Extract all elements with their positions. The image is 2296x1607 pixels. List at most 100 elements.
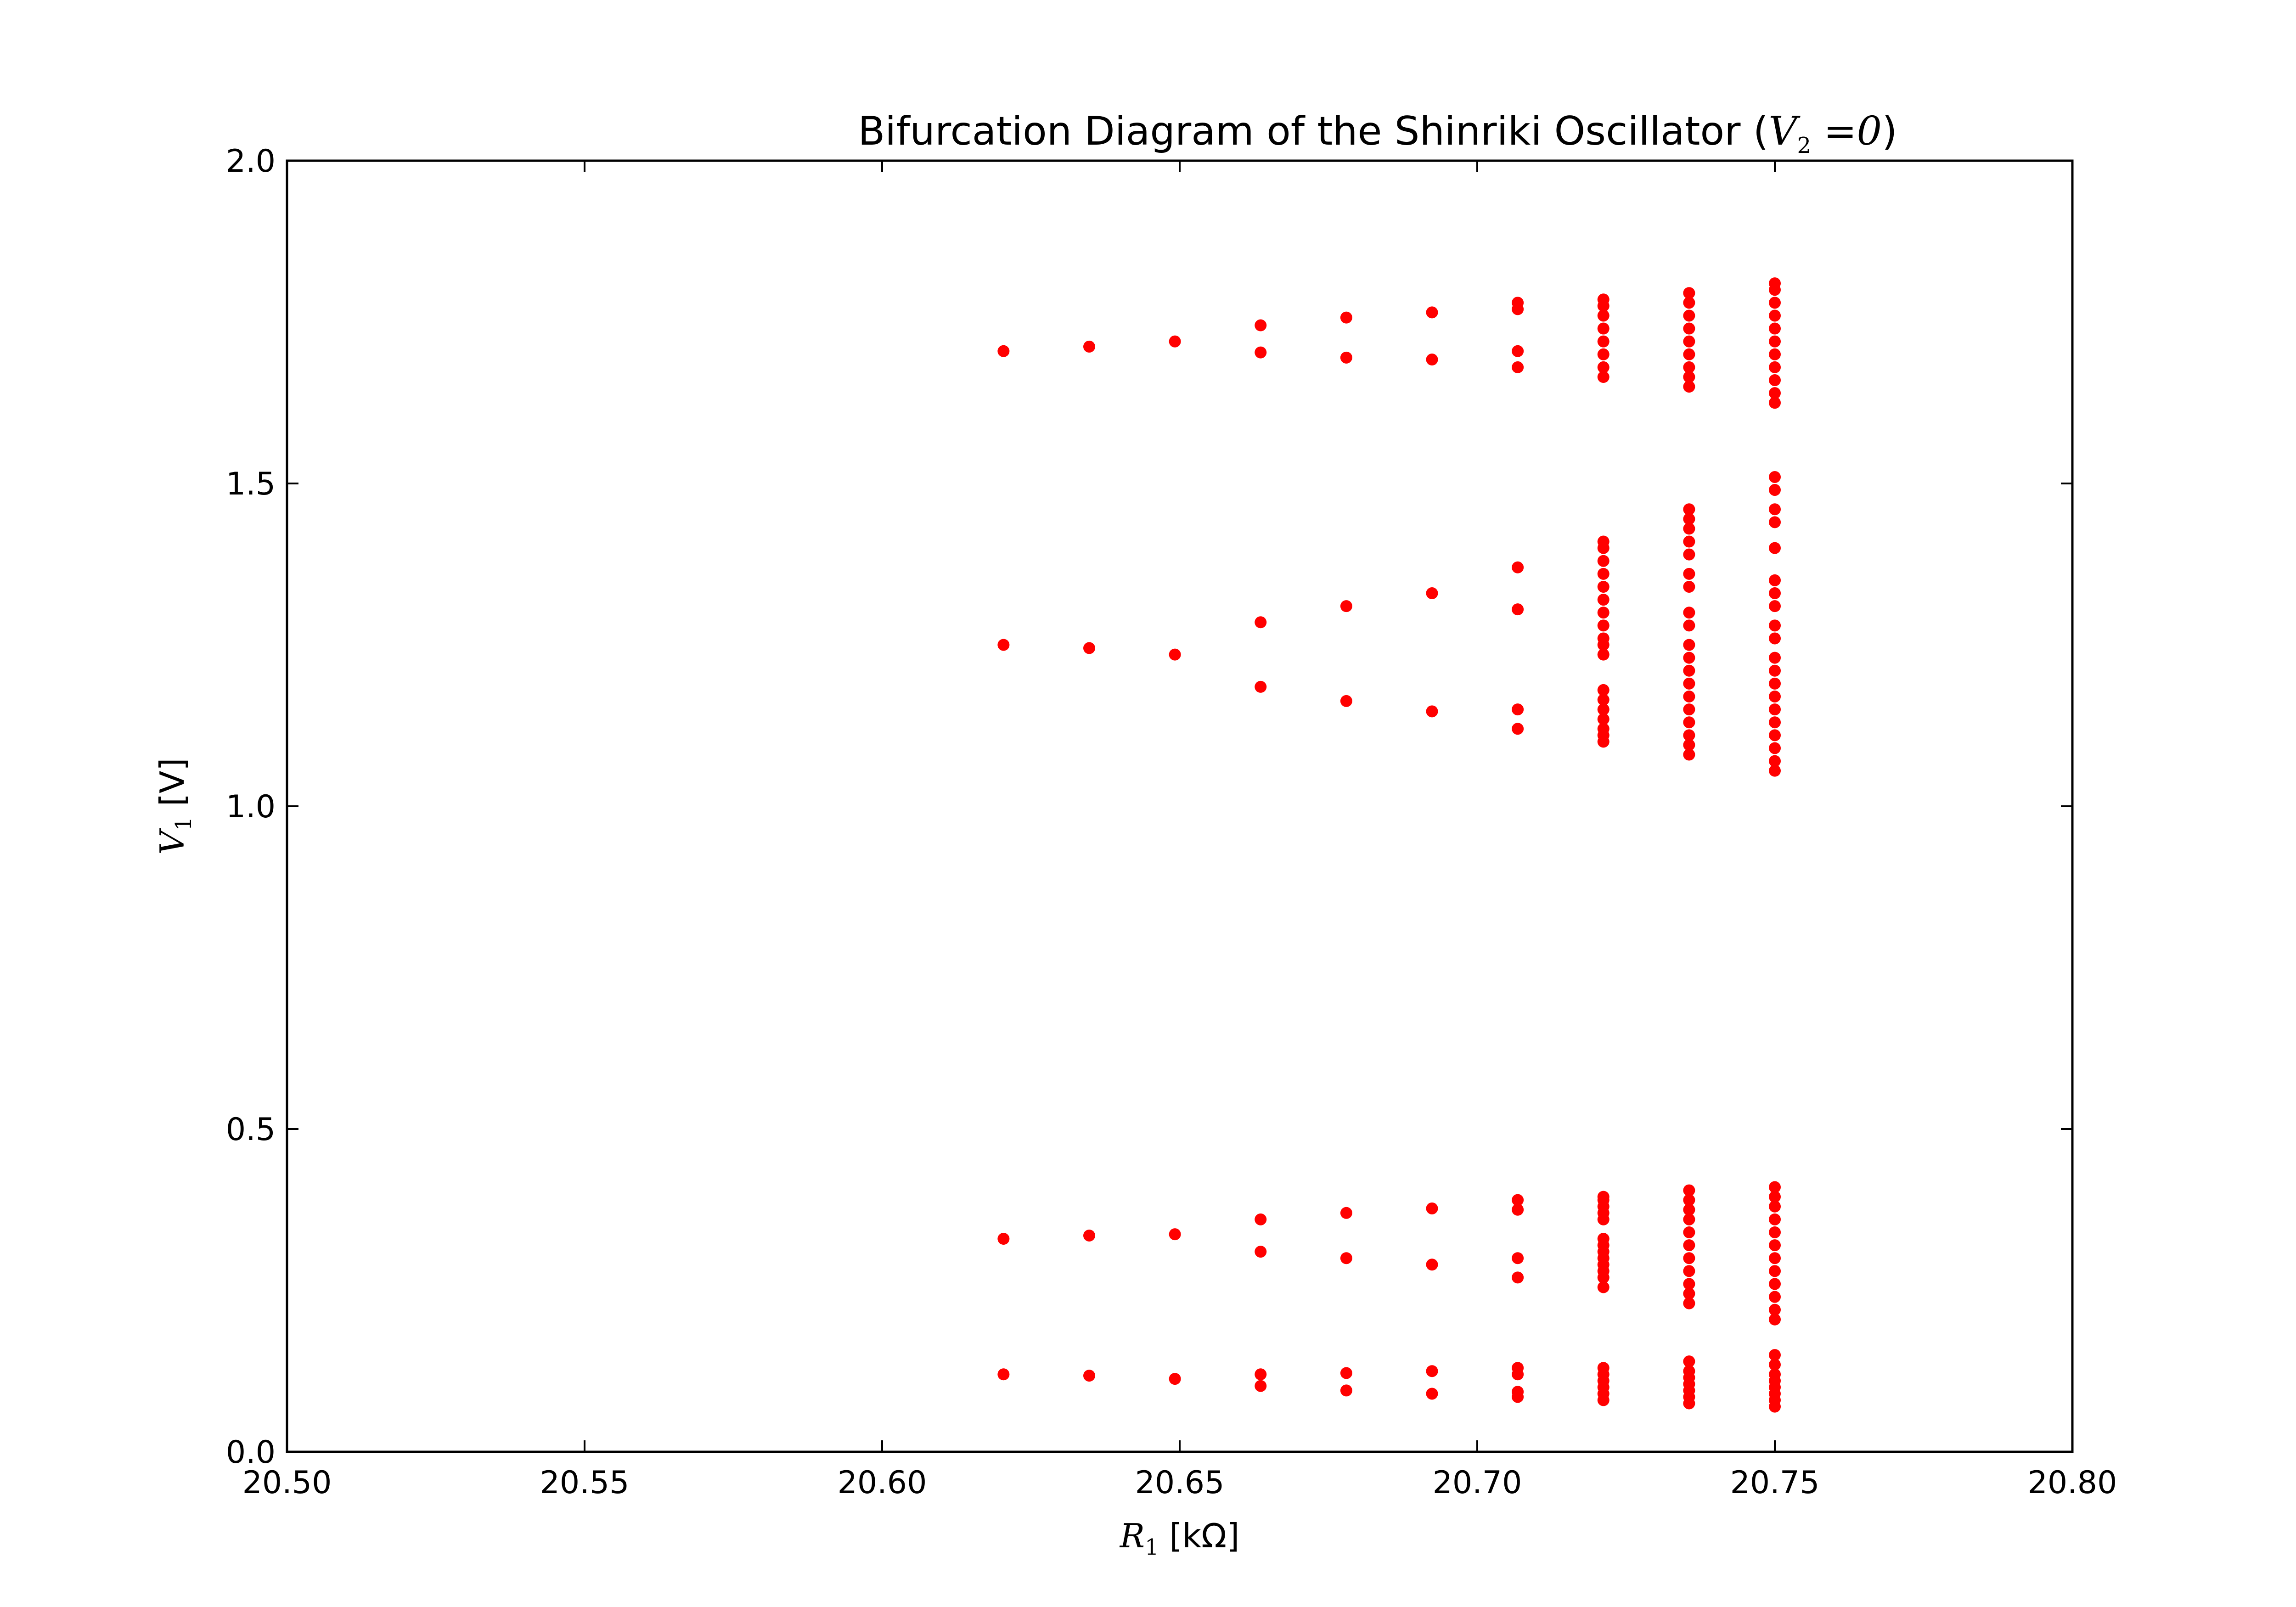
data-point — [1683, 1287, 1695, 1300]
data-point — [1683, 371, 1695, 383]
data-point — [1083, 1370, 1096, 1382]
data-point — [1512, 1203, 1524, 1216]
data-point — [1597, 684, 1609, 696]
data-point — [1683, 1278, 1695, 1290]
y-tick-label: 0.5 — [226, 1112, 276, 1148]
data-point — [1426, 705, 1438, 718]
data-point — [1597, 535, 1609, 548]
data-point — [1683, 664, 1695, 677]
data-point — [1597, 580, 1609, 593]
data-point — [1769, 1291, 1781, 1303]
data-point — [1083, 642, 1096, 654]
x-tick-label: 20.55 — [540, 1465, 630, 1501]
data-point — [1255, 1246, 1267, 1258]
data-point — [1512, 1271, 1524, 1284]
data-point — [1597, 607, 1609, 619]
data-point — [1769, 348, 1781, 360]
data-point — [1769, 1368, 1781, 1381]
data-point — [1683, 381, 1695, 393]
data-point — [1683, 513, 1695, 525]
data-point — [1597, 1281, 1609, 1293]
data-point — [1340, 1384, 1352, 1397]
data-point — [1597, 568, 1609, 580]
data-point — [1340, 695, 1352, 707]
data-point — [1683, 619, 1695, 632]
data-point — [1597, 694, 1609, 706]
data-point — [1769, 764, 1781, 777]
data-point — [1426, 1259, 1438, 1271]
plot-frame — [286, 159, 2074, 1453]
data-point — [1769, 619, 1781, 632]
data-point — [1426, 306, 1438, 319]
chart-title: Bifurcation Diagram of the Shinriki Osci… — [858, 108, 1897, 158]
data-point — [1597, 348, 1609, 360]
data-point — [1255, 1213, 1267, 1225]
y-axis-label: V1 [V] — [153, 758, 197, 855]
data-point — [1769, 277, 1781, 290]
data-point — [1769, 1213, 1781, 1225]
data-point — [1769, 387, 1781, 399]
data-point — [1683, 309, 1695, 322]
y-tick-label: 0.0 — [226, 1434, 276, 1471]
data-point — [1597, 632, 1609, 645]
data-point — [1169, 1228, 1181, 1241]
data-point — [1083, 1229, 1096, 1242]
data-point — [1255, 319, 1267, 332]
data-point — [1683, 748, 1695, 761]
data-point — [1683, 639, 1695, 651]
data-point — [1683, 1265, 1695, 1277]
data-point — [1597, 713, 1609, 725]
data-point — [1512, 1362, 1524, 1374]
data-point — [1769, 1304, 1781, 1316]
x-tick-label: 20.60 — [838, 1465, 927, 1501]
data-point — [1769, 542, 1781, 554]
data-point — [1769, 1278, 1781, 1290]
data-point — [1597, 703, 1609, 716]
data-point — [1683, 1365, 1695, 1377]
data-point — [1683, 287, 1695, 299]
data-point — [1169, 335, 1181, 348]
data-point — [1683, 716, 1695, 729]
data-point — [1769, 361, 1781, 373]
data-point — [1426, 587, 1438, 600]
data-point — [997, 639, 1010, 651]
data-point — [1683, 607, 1695, 619]
data-point — [1597, 309, 1609, 322]
data-point — [1169, 1373, 1181, 1385]
data-point — [1769, 632, 1781, 645]
data-point — [1512, 1386, 1524, 1398]
data-point — [1597, 371, 1609, 383]
data-point — [1769, 516, 1781, 528]
data-point — [1597, 619, 1609, 632]
data-point — [1769, 309, 1781, 322]
data-point — [1683, 652, 1695, 664]
data-point — [1769, 374, 1781, 387]
data-point — [1769, 1181, 1781, 1193]
data-point — [1769, 1200, 1781, 1213]
data-point — [1512, 1252, 1524, 1264]
data-point — [1597, 594, 1609, 606]
data-point — [1769, 322, 1781, 335]
data-point — [1769, 574, 1781, 586]
data-point — [1255, 680, 1267, 693]
data-point — [1683, 297, 1695, 309]
data-point — [1769, 1359, 1781, 1371]
data-point — [1340, 1252, 1352, 1264]
data-point — [1769, 755, 1781, 767]
data-point — [1597, 648, 1609, 661]
data-point — [997, 1233, 1010, 1245]
data-point — [1255, 346, 1267, 359]
data-point — [1769, 652, 1781, 664]
data-point — [1683, 1194, 1695, 1206]
data-point — [1683, 729, 1695, 742]
data-point — [1512, 703, 1524, 716]
data-point — [1255, 1368, 1267, 1381]
data-points — [997, 277, 1781, 1413]
data-point — [1512, 361, 1524, 373]
data-point — [997, 345, 1010, 357]
data-point — [1426, 1365, 1438, 1377]
data-point — [1512, 1194, 1524, 1206]
data-point — [1083, 340, 1096, 353]
data-point — [1169, 648, 1181, 661]
